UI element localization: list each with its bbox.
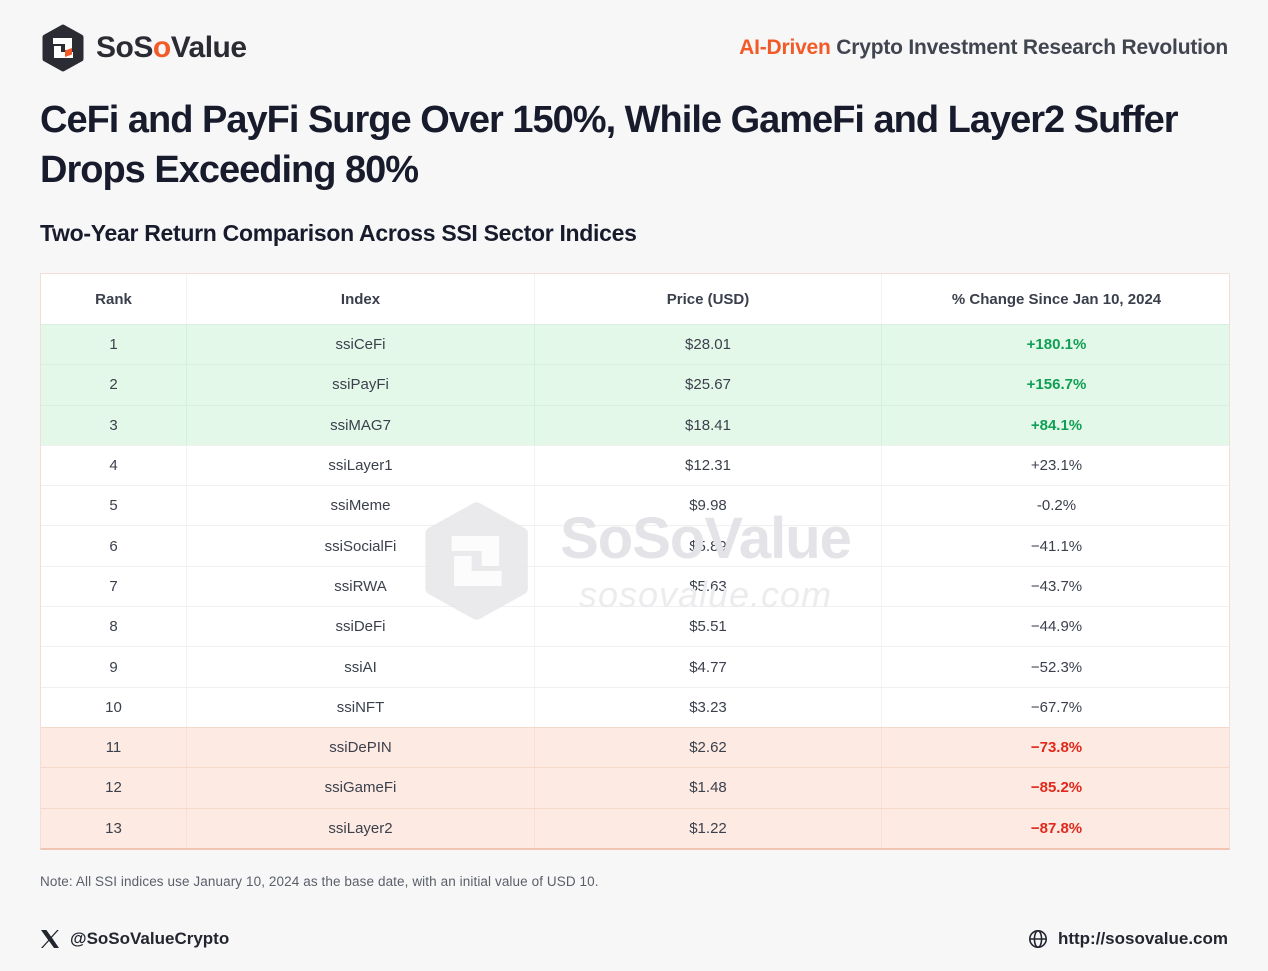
table-row: 5 ssiMeme $9.98 -0.2%: [41, 485, 1229, 526]
cell-index: ssiDePIN: [187, 727, 535, 768]
cell-change: −85.2%: [1030, 779, 1083, 797]
cell-rank: 12: [41, 768, 187, 808]
cell-index: ssiCeFi: [187, 325, 535, 365]
tagline-accent: AI-Driven: [739, 36, 831, 59]
cell-price: $2.62: [535, 727, 882, 768]
cell-change: −44.9%: [1030, 618, 1083, 636]
cell-change: −52.3%: [1030, 658, 1083, 676]
cell-index: ssiMAG7: [187, 405, 535, 445]
cell-price: $1.22: [535, 808, 882, 848]
table-body: 1 ssiCeFi $28.01 +180.1% 2 ssiPayFi $25.…: [41, 324, 1229, 848]
table-header-row: Rank Index Price (USD) % Change Since Ja…: [41, 274, 1229, 324]
tagline: AI-Driven Crypto Investment Research Rev…: [739, 36, 1228, 60]
table-row: 10 ssiNFT $3.23 −67.7%: [41, 686, 1229, 727]
brand-word-accent: o: [152, 31, 171, 64]
cell-index: ssiAI: [187, 647, 535, 687]
index-table: Rank Index Price (USD) % Change Since Ja…: [40, 273, 1230, 850]
x-twitter-icon: [41, 930, 59, 948]
table-row: 7 ssiRWA $5.63 −43.7%: [41, 565, 1229, 607]
cell-change: −43.7%: [1030, 577, 1083, 595]
page-subtitle: Two-Year Return Comparison Across SSI Se…: [40, 220, 637, 246]
website-link[interactable]: http://sosovalue.com: [1028, 929, 1228, 949]
sosovalue-logo-icon: [42, 24, 84, 72]
table-row: 12 ssiGameFi $1.48 −85.2%: [41, 767, 1229, 808]
cell-change: −41.1%: [1030, 537, 1083, 555]
cell-price: $3.23: [535, 687, 882, 727]
cell-rank: 5: [41, 486, 187, 526]
footnote: Note: All SSI indices use January 10, 20…: [40, 873, 599, 889]
cell-rank: 9: [41, 647, 187, 687]
cell-price: $28.01: [535, 325, 882, 365]
brand: SoSoValue: [40, 24, 247, 72]
table-row: 4 ssiLayer1 $12.31 +23.1%: [41, 444, 1229, 486]
header-bar: SoSoValue AI-Driven Crypto Investment Re…: [40, 0, 1228, 72]
cell-rank: 1: [41, 325, 187, 365]
cell-change: +84.1%: [1030, 416, 1083, 434]
cell-rank: 13: [41, 808, 187, 848]
cell-rank: 3: [41, 405, 187, 445]
cell-change: −67.7%: [1030, 698, 1083, 716]
cell-rank: 4: [41, 445, 187, 486]
cell-index: ssiGameFi: [187, 768, 535, 808]
cell-change: −87.8%: [1030, 819, 1083, 837]
cell-price: $9.98: [535, 486, 882, 526]
column-header-change: % Change Since Jan 10, 2024: [951, 290, 1162, 308]
cell-change: +156.7%: [1026, 376, 1087, 394]
cell-index: ssiNFT: [187, 687, 535, 727]
cell-price: $4.77: [535, 647, 882, 687]
brand-wordmark: SoSoValue: [96, 31, 247, 65]
table-row: 9 ssiAI $4.77 −52.3%: [41, 646, 1229, 687]
column-header-index: Index: [187, 274, 535, 324]
page-title: CeFi and PayFi Surge Over 150%, While Ga…: [40, 99, 1179, 191]
cell-price: $1.48: [535, 768, 882, 808]
cell-rank: 6: [41, 526, 187, 566]
cell-rank: 11: [41, 727, 187, 768]
table-row: 3 ssiMAG7 $18.41 +84.1%: [41, 404, 1229, 445]
cell-index: ssiPayFi: [187, 365, 535, 405]
cell-rank: 7: [41, 566, 187, 607]
cell-index: ssiRWA: [187, 566, 535, 607]
column-header-rank: Rank: [41, 274, 187, 324]
globe-icon: [1028, 930, 1047, 948]
cell-index: ssiLayer2: [187, 808, 535, 848]
table-row: 8 ssiDeFi $5.51 −44.9%: [41, 606, 1229, 647]
brand-word-part2: Value: [170, 31, 247, 64]
cell-index: ssiMeme: [187, 486, 535, 526]
footer-bar: @SoSoValueCrypto http://sosovalue.com: [0, 907, 1268, 971]
column-header-price: Price (USD): [535, 274, 882, 324]
brand-word-part1: SoS: [96, 31, 153, 64]
cell-price: $18.41: [535, 405, 882, 445]
table-row: 6 ssiSocialFi $5.89 −41.1%: [41, 525, 1229, 566]
cell-rank: 2: [41, 365, 187, 405]
cell-index: ssiSocialFi: [187, 526, 535, 566]
cell-rank: 10: [41, 687, 187, 727]
cell-price: $5.89: [535, 526, 882, 566]
table-row: 2 ssiPayFi $25.67 +156.7%: [41, 364, 1229, 405]
cell-price: $5.51: [535, 607, 882, 647]
website-url-label: http://sosovalue.com: [1057, 929, 1228, 948]
cell-index: ssiLayer1: [187, 445, 535, 486]
cell-index: ssiDeFi: [187, 607, 535, 647]
cell-price: $25.67: [535, 365, 882, 405]
cell-rank: 8: [41, 607, 187, 647]
tagline-rest: Crypto Investment Research Revolution: [830, 36, 1228, 59]
cell-price: $12.31: [535, 445, 882, 486]
cell-price: $5.63: [535, 566, 882, 607]
table-row: 13 ssiLayer2 $1.22 −87.8%: [41, 807, 1229, 848]
cell-change: -0.2%: [1036, 497, 1077, 515]
cell-change: +23.1%: [1030, 457, 1083, 475]
cell-change: −73.8%: [1030, 739, 1083, 757]
twitter-handle[interactable]: @SoSoValueCrypto: [40, 929, 229, 949]
twitter-handle-label: @SoSoValueCrypto: [70, 929, 230, 948]
table-row: 1 ssiCeFi $28.01 +180.1%: [41, 324, 1229, 365]
cell-change: +180.1%: [1026, 336, 1087, 354]
table-row: 11 ssiDePIN $2.62 −73.8%: [41, 726, 1229, 768]
